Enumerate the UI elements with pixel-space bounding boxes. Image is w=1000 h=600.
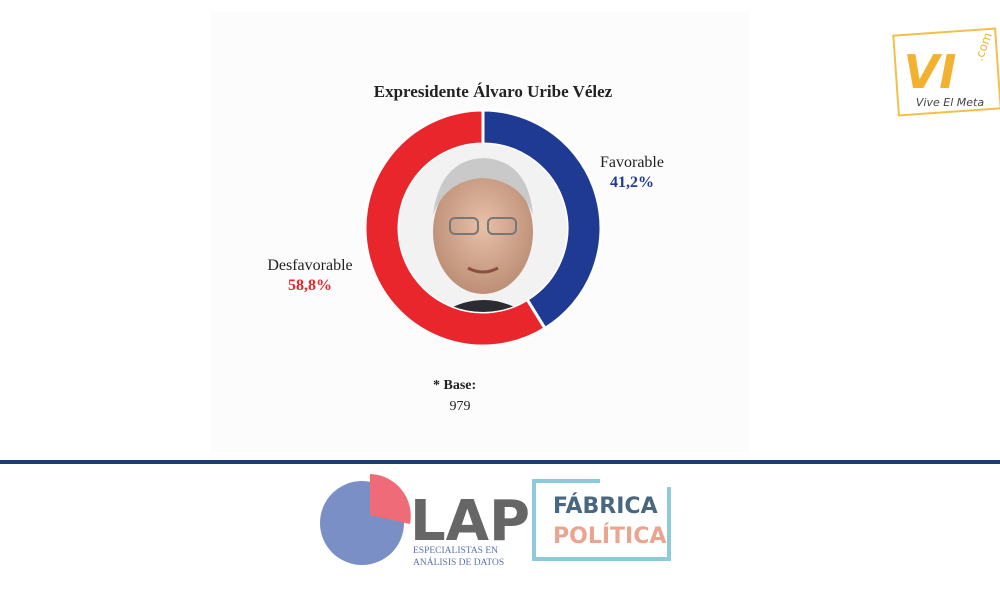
fabrica-line: POLÍTICA — [553, 523, 666, 549]
base-value: 979 — [450, 399, 471, 414]
lap-name: LAP — [410, 489, 530, 554]
segment-value: 41,2% — [610, 174, 654, 191]
fabrica-line: FÁBRICA — [553, 493, 658, 519]
chart-title: Expresidente Álvaro Uribe Vélez — [374, 82, 613, 101]
segment-label: Desfavorable — [267, 257, 352, 274]
photo — [399, 144, 567, 312]
watermark-slogan: Vive El Meta — [916, 96, 984, 109]
watermark: VI .com Vive El Meta — [892, 27, 1000, 117]
segment-value: 58,8% — [288, 277, 332, 294]
lap-logo: LAP ESPECIALISTAS EN ANÁLISIS DE DATOS — [320, 474, 530, 568]
base-label: * Base: — [433, 378, 476, 393]
watermark-brand: VI — [904, 45, 957, 99]
lap-tagline: ESPECIALISTAS EN — [413, 546, 498, 556]
segment-label: Favorable — [600, 154, 664, 171]
fabrica-logo: FÁBRICA POLÍTICA — [532, 475, 675, 561]
lap-tagline: ANÁLISIS DE DATOS — [413, 556, 504, 568]
